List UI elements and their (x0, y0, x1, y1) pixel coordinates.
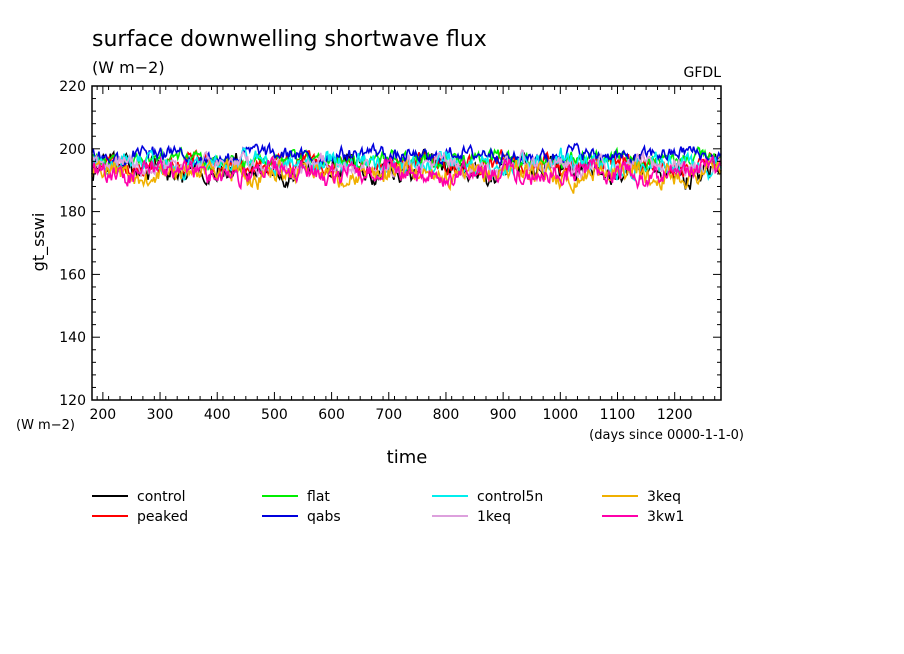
x-tick-label: 300 (147, 407, 174, 423)
x-tick-label: 800 (433, 407, 460, 423)
y-tick-label: 120 (59, 393, 86, 409)
y-axis-units: (W m−2) (16, 418, 75, 433)
y-tick-label: 220 (59, 79, 86, 95)
x-tick-label: 700 (375, 407, 402, 423)
y-tick-label: 140 (59, 330, 86, 346)
source-label: GFDL (684, 65, 722, 81)
plot-frame (91, 85, 722, 401)
legend-label-qabs: qabs (307, 509, 341, 525)
y-tick-label: 160 (59, 267, 86, 283)
x-tick-label: 600 (318, 407, 345, 423)
x-tick-label: 900 (490, 407, 517, 423)
chart-title: surface downwelling shortwave flux (92, 27, 487, 52)
legend-label-3kw1: 3kw1 (647, 509, 684, 525)
legend-label-control5n: control5n (477, 489, 543, 505)
legend-label-flat: flat (307, 489, 330, 505)
y-tick-label: 200 (59, 142, 86, 158)
chart-subtitle: (W m−2) (92, 58, 165, 77)
series-line-3kw1 (91, 154, 722, 191)
legend-label-3keq: 3keq (647, 489, 681, 505)
y-axis-label: gt_sswi (29, 213, 49, 272)
x-tick-label: 400 (204, 407, 231, 423)
legend-label-1keq: 1keq (477, 509, 511, 525)
series-line-qabs (91, 141, 722, 170)
x-tick-label: 1000 (542, 407, 578, 423)
x-tick-label: 500 (261, 407, 288, 423)
x-tick-label: 200 (89, 407, 116, 423)
legend: control peaked flat qabs control5n 1keq 3keq 3k… (92, 489, 684, 525)
plot-lines (91, 141, 722, 194)
x-tick-label: 1100 (600, 407, 636, 423)
legend-label-peaked: peaked (137, 509, 188, 525)
x-axis-label: time (387, 447, 428, 468)
axis-ticks: 120 140 160 180 200 220 200 300 400 500 600 700 800 9… (59, 79, 721, 423)
legend-label-control: control (137, 489, 186, 505)
y-tick-label: 180 (59, 205, 86, 221)
x-tick-label: 1200 (657, 407, 693, 423)
x-axis-units: (days since 0000-1-1-0) (589, 428, 744, 443)
